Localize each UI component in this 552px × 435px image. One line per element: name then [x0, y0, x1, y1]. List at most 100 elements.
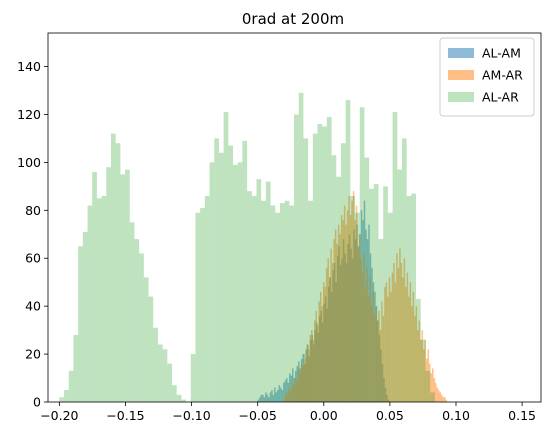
histogram-bar — [149, 297, 154, 402]
histogram-bar — [134, 239, 139, 402]
histogram-bar — [111, 134, 116, 402]
histogram-bar — [177, 395, 182, 402]
histogram-bar — [130, 222, 135, 402]
histogram-bar — [332, 155, 337, 402]
histogram-bar — [210, 162, 215, 402]
histogram-bar — [299, 93, 304, 402]
histogram-bar — [252, 196, 257, 402]
histogram-bar — [64, 390, 69, 402]
histogram-bar — [383, 186, 388, 402]
histogram-bar — [158, 344, 163, 402]
x-tick-label: 0.15 — [508, 408, 536, 423]
x-tick-label: −0.10 — [172, 408, 210, 423]
histogram-bar — [242, 141, 247, 402]
histogram-bar — [411, 194, 416, 402]
y-tick-label: 140 — [17, 59, 41, 74]
histogram-bar — [228, 146, 233, 402]
y-tick-label: 40 — [25, 299, 41, 314]
histogram-bar — [88, 206, 93, 402]
y-tick-label: 120 — [17, 107, 41, 122]
histogram-bar — [219, 153, 224, 402]
histogram-bar — [266, 182, 271, 402]
histogram-bar — [200, 208, 205, 402]
histogram-bar — [308, 201, 313, 402]
histogram-bar — [442, 397, 443, 402]
histogram-bar — [247, 191, 252, 402]
histogram-bar — [313, 134, 318, 402]
histogram-bar — [303, 138, 308, 402]
histogram-bar — [153, 328, 158, 402]
histogram-bar — [233, 165, 238, 402]
x-tick-label: 0.10 — [442, 408, 470, 423]
chart-title: 0rad at 200m — [242, 10, 344, 28]
x-tick-label: 0.00 — [310, 408, 338, 423]
histogram-bar — [271, 206, 276, 402]
y-tick-label: 0 — [33, 395, 41, 410]
histogram-bar — [238, 162, 243, 402]
histogram-bar — [407, 196, 412, 402]
histogram-bar — [350, 196, 355, 402]
histogram-bar — [102, 196, 107, 402]
histogram-bar — [369, 189, 374, 402]
histogram-bar — [163, 349, 168, 402]
histogram-bar — [416, 299, 421, 402]
y-tick-label: 100 — [17, 155, 41, 170]
histogram-bar — [280, 203, 285, 402]
histogram-bar — [195, 213, 200, 402]
legend-label: AL-AM — [482, 46, 521, 61]
histogram-bar — [289, 206, 294, 402]
histogram-bar — [374, 184, 379, 402]
histogram-bar — [425, 371, 430, 402]
histogram-bar — [341, 143, 346, 402]
histogram-bar — [346, 100, 351, 402]
histogram-bar — [322, 126, 327, 402]
legend-swatch — [448, 48, 474, 58]
histogram-bar — [172, 385, 177, 402]
y-tick-label: 80 — [25, 203, 41, 218]
histogram-bar — [69, 371, 74, 402]
histogram-bar — [116, 143, 121, 402]
histogram-bar — [106, 167, 111, 402]
histogram-bar — [59, 397, 64, 402]
x-tick-label: 0.05 — [376, 408, 404, 423]
histogram-bar — [139, 253, 144, 402]
histogram-bar — [439, 392, 440, 402]
histogram-bar — [214, 138, 219, 402]
histogram-bar — [285, 201, 290, 402]
x-tick-label: −0.20 — [40, 408, 78, 423]
histogram-bar — [97, 198, 102, 402]
legend-label: AL-AR — [482, 90, 519, 105]
legend-label: AM-AR — [482, 68, 523, 83]
histogram-bar — [355, 213, 360, 402]
histogram-bar — [275, 213, 280, 402]
x-tick-label: −0.05 — [239, 408, 277, 423]
histogram-bar — [441, 395, 442, 402]
histogram-bar — [438, 390, 439, 402]
histogram-bar — [167, 364, 172, 402]
histogram-bar — [73, 335, 78, 402]
histogram-bar — [83, 232, 88, 402]
histogram-bar — [379, 239, 384, 402]
histogram-bar — [388, 213, 393, 402]
histogram-bar — [437, 388, 438, 402]
histogram-bar — [256, 179, 261, 402]
histogram-bar — [435, 383, 436, 402]
histogram-bar — [294, 114, 299, 402]
histogram-bar — [360, 107, 365, 402]
histogram-bar — [125, 170, 130, 402]
histogram-bar — [120, 174, 125, 402]
histogram-bar — [144, 277, 149, 402]
histogram-bar — [421, 340, 426, 402]
histogram-bar — [397, 170, 402, 402]
histogram-bar — [336, 177, 341, 402]
histogram-bar — [364, 158, 369, 402]
y-tick-label: 60 — [25, 251, 41, 266]
y-tick-label: 20 — [25, 347, 41, 362]
histogram-bar — [191, 354, 196, 402]
x-tick-label: −0.15 — [106, 408, 144, 423]
histogram-bar — [327, 117, 332, 402]
histogram-bar — [261, 201, 266, 402]
histogram-bar — [205, 196, 210, 402]
